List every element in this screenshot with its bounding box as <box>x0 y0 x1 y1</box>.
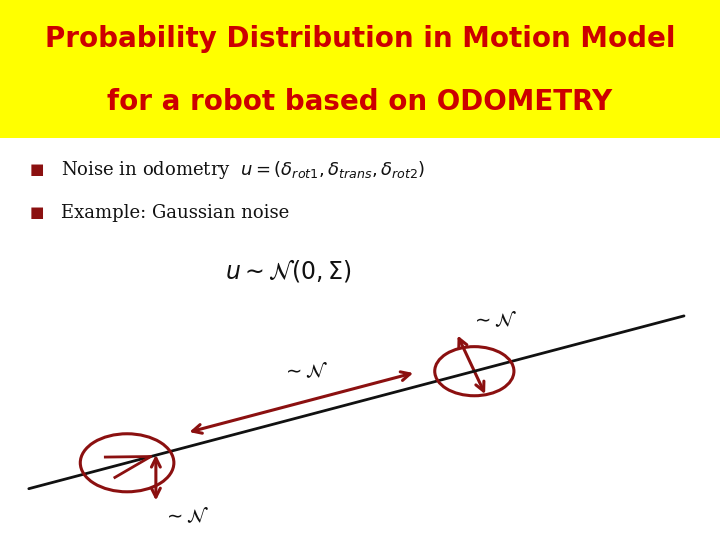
Text: $\blacksquare$: $\blacksquare$ <box>29 205 44 221</box>
Text: Noise in odometry  $u = (\delta_{rot1}, \delta_{trans}, \delta_{rot2})$: Noise in odometry $u = (\delta_{rot1}, \… <box>61 159 426 181</box>
Text: $\sim \mathcal{N}$: $\sim \mathcal{N}$ <box>471 310 518 330</box>
Text: for a robot based on ODOMETRY: for a robot based on ODOMETRY <box>107 88 613 116</box>
Text: Example: Gaussian noise: Example: Gaussian noise <box>61 204 289 222</box>
Text: $\blacksquare$: $\blacksquare$ <box>29 162 44 178</box>
Text: $\sim \mathcal{N}$: $\sim \mathcal{N}$ <box>282 361 328 381</box>
Text: $\sim \mathcal{N}$: $\sim \mathcal{N}$ <box>163 506 210 525</box>
Text: $u \sim \mathcal{N}(0, \Sigma)$: $u \sim \mathcal{N}(0, \Sigma)$ <box>225 256 351 284</box>
Text: Probability Distribution in Motion Model: Probability Distribution in Motion Model <box>45 24 675 52</box>
Bar <box>0 0 720 138</box>
